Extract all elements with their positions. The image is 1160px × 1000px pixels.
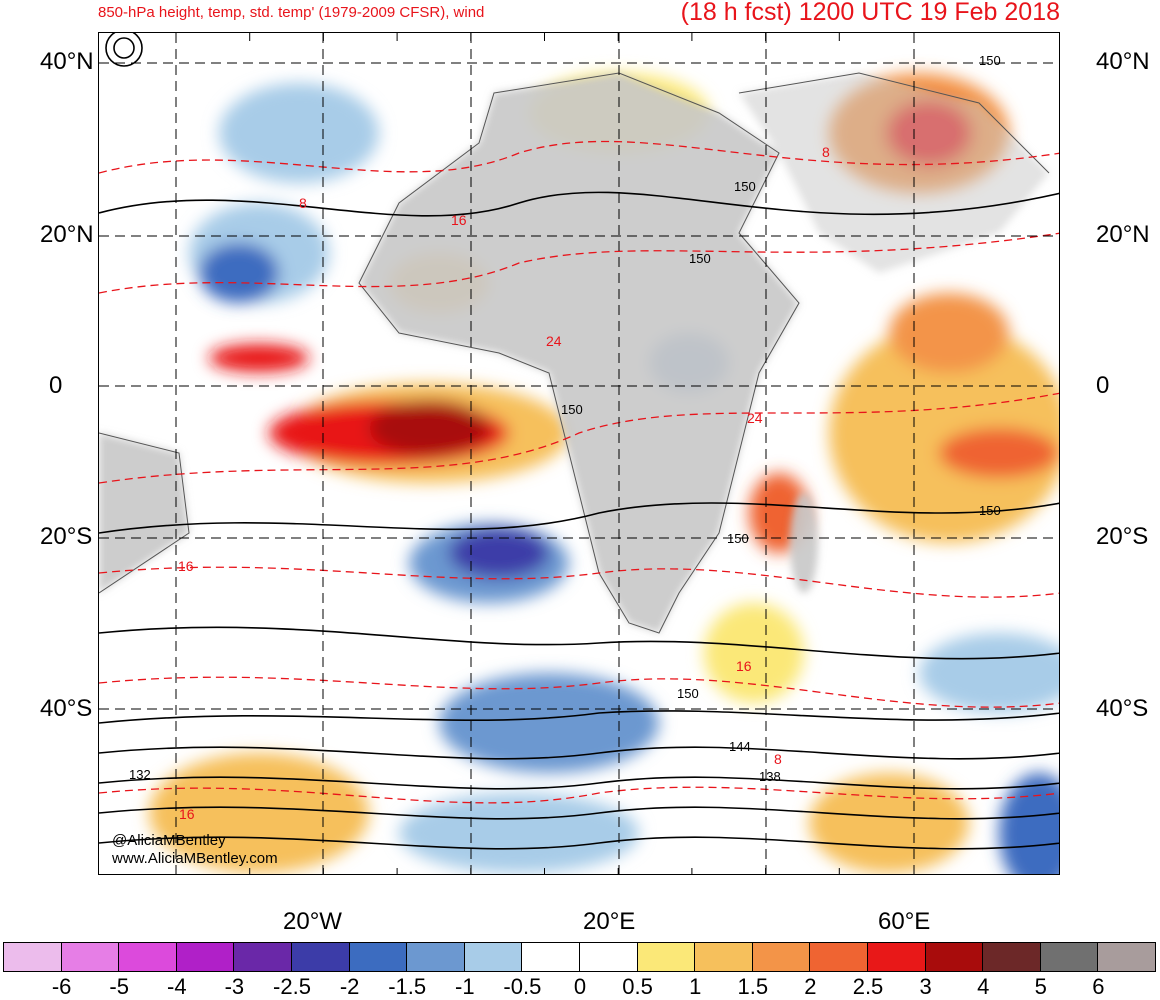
lat-label-20n-right: 20°N bbox=[1096, 221, 1150, 248]
colorbar-swatch bbox=[1097, 942, 1156, 972]
credit-website: www.AliciaMBentley.com bbox=[112, 850, 278, 867]
colorbar-swatch bbox=[694, 942, 753, 972]
lat-label-20s-left: 20°S bbox=[40, 523, 93, 550]
colorbar-tick-label: 1.5 bbox=[737, 974, 769, 999]
lon-label-20w: 20°W bbox=[283, 908, 342, 935]
colorbar-swatch bbox=[118, 942, 177, 972]
colorbar-swatch bbox=[578, 942, 638, 972]
map-subtitle: 850-hPa height, temp, std. temp' (1979-2… bbox=[98, 4, 485, 21]
colorbar-swatch bbox=[406, 942, 465, 972]
temperature-contour-label: 16 bbox=[179, 806, 195, 822]
isotherm-contours bbox=[99, 140, 1059, 804]
colorbar-swatch bbox=[982, 942, 1041, 972]
colorbar-tick-label: 1 bbox=[689, 974, 702, 999]
colorbar-swatch bbox=[3, 942, 62, 972]
colorbar-swatch bbox=[521, 942, 580, 972]
colorbar-tick-label: -2.5 bbox=[273, 974, 311, 999]
lat-label-20n-left: 20°N bbox=[40, 221, 94, 248]
colorbar-swatch bbox=[809, 942, 868, 972]
lat-label-40n-left: 40°N bbox=[40, 48, 94, 75]
contour-label-layer: 150 150 150 150 150 150 150 144 138 132 8 16 24 24 16 1… bbox=[129, 53, 1001, 822]
colorbar-swatch bbox=[636, 942, 696, 972]
forecast-title: (18 h fcst) 1200 UTC 19 Feb 2018 bbox=[680, 0, 1060, 26]
colorbar-swatch bbox=[175, 942, 235, 972]
colorbar-swatch bbox=[1039, 942, 1099, 972]
colorbar-swatch bbox=[463, 942, 523, 972]
lat-label-20s-right: 20°S bbox=[1096, 523, 1149, 550]
temperature-contour-label: 24 bbox=[546, 333, 562, 349]
colorbar-tick-label: -3 bbox=[224, 974, 245, 999]
colorbar-swatch bbox=[348, 942, 408, 972]
lon-label-60e: 60°E bbox=[878, 908, 931, 935]
height-contour-label: 150 bbox=[689, 251, 711, 266]
colorbar-swatch bbox=[60, 942, 120, 972]
colorbar-tick-label: -5 bbox=[109, 974, 129, 999]
height-contour-label: 150 bbox=[561, 402, 583, 417]
lat-label-eq-left: 0 bbox=[49, 372, 63, 399]
lat-lon-gridlines bbox=[99, 33, 1059, 874]
height-contour-label: 144 bbox=[729, 739, 751, 754]
height-contour-label: 150 bbox=[727, 531, 749, 546]
map-canvas: 150 150 150 150 150 150 150 144 138 132 8 16 24 24 16 1… bbox=[99, 33, 1059, 874]
height-contours bbox=[99, 33, 1059, 850]
colorbar-tick-label: -2 bbox=[339, 974, 360, 999]
lon-label-20e: 20°E bbox=[583, 908, 636, 935]
height-contour-label: 132 bbox=[129, 767, 151, 782]
axis-ticks bbox=[175, 33, 840, 874]
height-contour-label: 138 bbox=[759, 769, 781, 784]
credit-twitter: @AliciaMBentley bbox=[112, 832, 226, 849]
colorbar-tick-label: 5 bbox=[1034, 974, 1047, 999]
lat-label-40s-right: 40°S bbox=[1096, 695, 1149, 722]
colorbar-swatch bbox=[751, 942, 811, 972]
height-contour-label: 150 bbox=[734, 179, 756, 194]
colorbar-tick-label: -1 bbox=[455, 974, 475, 999]
temperature-contour-label: 16 bbox=[736, 658, 752, 674]
map-panel: 150 150 150 150 150 150 150 144 138 132 8 16 24 24 16 1… bbox=[98, 32, 1060, 875]
colorbar-swatch bbox=[924, 942, 984, 972]
colorbar-tick-label: -0.5 bbox=[503, 974, 542, 999]
temperature-contour-label: 8 bbox=[299, 195, 307, 211]
colorbar-tick-label: 0 bbox=[573, 974, 587, 999]
colorbar-tick-label: 0.5 bbox=[622, 974, 653, 999]
colorbar-tick-label: -1.5 bbox=[388, 974, 427, 999]
height-contour-label: 150 bbox=[979, 503, 1001, 518]
temperature-contour-label: 24 bbox=[747, 410, 763, 426]
temperature-contour-label: 8 bbox=[822, 144, 830, 160]
colorbar-swatch bbox=[290, 942, 350, 972]
colorbar-tick-label: -4 bbox=[167, 974, 187, 999]
colorbar-tick-label: 3 bbox=[919, 974, 932, 999]
colorbar-swatch bbox=[233, 942, 292, 972]
lat-label-40n-right: 40°N bbox=[1096, 48, 1150, 75]
colorbar-tick-label: 2 bbox=[804, 974, 817, 999]
temperature-contour-label: 16 bbox=[178, 558, 194, 574]
temperature-contour-label: 16 bbox=[451, 212, 467, 228]
colorbar-tick-label: 2.5 bbox=[852, 974, 884, 999]
height-contour-label: 150 bbox=[677, 686, 699, 701]
lat-label-eq-right: 0 bbox=[1096, 372, 1110, 399]
height-contour-label: 150 bbox=[979, 53, 1001, 68]
temperature-contour-label: 8 bbox=[774, 751, 782, 767]
colorbar-tick-label: 4 bbox=[977, 974, 990, 999]
colorbar bbox=[3, 942, 1156, 972]
colorbar-tick-label: -6 bbox=[51, 974, 72, 999]
colorbar-tick-label: 6 bbox=[1092, 974, 1105, 999]
colorbar-swatch bbox=[866, 942, 926, 972]
lat-label-40s-left: 40°S bbox=[40, 695, 93, 722]
